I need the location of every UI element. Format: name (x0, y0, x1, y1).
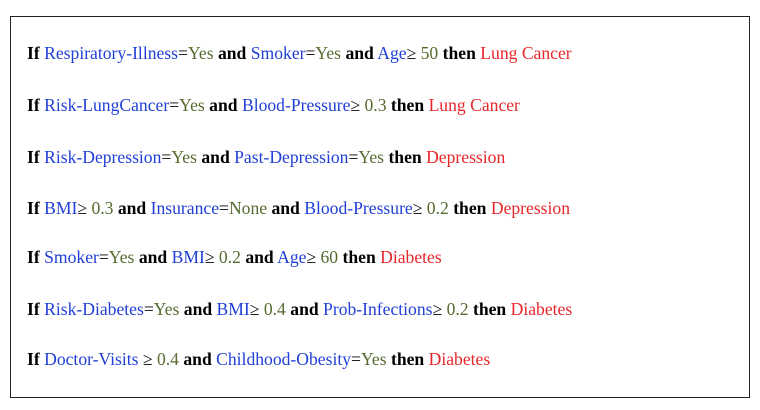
rule-attribute: Insurance (150, 198, 220, 218)
rule-keyword: then (442, 43, 476, 63)
rule-operator: = (161, 147, 172, 167)
rule-attribute: Blood-Pressure (241, 95, 351, 115)
rule-value: 0.2 (446, 299, 469, 319)
rule-operator: = (178, 43, 188, 63)
rule-operator: = (351, 349, 361, 369)
rule-operator: ≥ (138, 349, 157, 369)
rule-attribute: Prob-Infections (323, 299, 433, 319)
rule-value: 50 (420, 43, 439, 63)
rule-keyword: and (245, 247, 274, 267)
rule-operator: ≥ (406, 43, 421, 63)
rule-operator: ≥ (77, 198, 92, 218)
rule-outcome: Diabetes (510, 299, 573, 319)
rule-keyword: If (27, 299, 40, 319)
rule-operator: = (98, 247, 109, 267)
rule-attribute: Risk-Depression (44, 147, 162, 167)
rule-keyword: then (390, 349, 425, 369)
rule-attribute: Smoker (250, 43, 306, 63)
rule-outcome: Diabetes (428, 349, 491, 369)
rule-keyword: then (472, 299, 507, 319)
rule-operator: = (169, 95, 180, 115)
rule-operator: ≥ (204, 247, 219, 267)
rule-operator: ≥ (306, 247, 321, 267)
rule-keyword: If (27, 198, 40, 218)
rule-line: If Doctor-Visits ≥ 0.4 and Childhood-Obe… (27, 349, 490, 370)
rule-line: If Respiratory-Illness=Yes and Smoker=Ye… (27, 43, 572, 64)
rule-attribute: Risk-Diabetes (44, 299, 144, 319)
rule-keyword: and (209, 95, 238, 115)
rule-line: If Risk-Depression=Yes and Past-Depressi… (27, 147, 505, 168)
rule-operator: = (348, 147, 359, 167)
rule-value: 0.4 (156, 349, 179, 369)
rule-keyword: If (27, 147, 40, 167)
rule-keyword: and (271, 198, 300, 218)
rule-value: Yes (358, 147, 385, 167)
rule-operator: = (143, 299, 154, 319)
rule-attribute: BMI (171, 247, 205, 267)
rule-value: Yes (315, 43, 342, 63)
rule-operator: ≥ (432, 299, 447, 319)
rule-attribute: Age (377, 43, 407, 63)
rule-attribute: Age (277, 247, 307, 267)
rule-operator: = (219, 198, 229, 218)
rule-value: 0.3 (364, 95, 387, 115)
rule-value: 0.3 (91, 198, 114, 218)
rule-keyword: and (345, 43, 374, 63)
rule-value: Yes (360, 349, 387, 369)
rule-value: Yes (108, 247, 135, 267)
rule-keyword: and (183, 349, 212, 369)
rule-keyword: and (201, 147, 230, 167)
rule-attribute: Past-Depression (234, 147, 349, 167)
rule-line: If Risk-LungCancer=Yes and Blood-Pressur… (27, 95, 520, 116)
rule-attribute: Blood-Pressure (304, 198, 413, 218)
rule-outcome: Lung Cancer (428, 95, 520, 115)
rule-keyword: and (290, 299, 319, 319)
rule-outcome: Lung Cancer (480, 43, 572, 63)
rule-attribute: Risk-LungCancer (44, 95, 170, 115)
rule-attribute: Smoker (44, 247, 99, 267)
rule-operator: ≥ (412, 198, 427, 218)
rule-line: If BMI≥ 0.3 and Insurance=None and Blood… (27, 198, 570, 219)
rule-value: 0.2 (218, 247, 241, 267)
rule-operator: ≥ (249, 299, 264, 319)
rule-keyword: and (183, 299, 213, 319)
rule-operator: ≥ (350, 95, 365, 115)
rules-box: If Respiratory-Illness=Yes and Smoker=Ye… (10, 16, 750, 398)
rule-value: Yes (153, 299, 180, 319)
rule-keyword: then (342, 247, 376, 267)
rule-attribute: Respiratory-Illness (44, 43, 179, 63)
rule-keyword: If (27, 43, 40, 63)
rule-keyword: If (27, 247, 40, 267)
rule-keyword: and (217, 43, 247, 63)
rule-outcome: Depression (426, 147, 506, 167)
rule-value: 0.4 (263, 299, 286, 319)
rule-outcome: Depression (490, 198, 571, 218)
rule-line: If Smoker=Yes and BMI≥ 0.2 and Age≥ 60 t… (27, 247, 442, 268)
rule-value: Yes (179, 95, 205, 115)
rule-attribute: Doctor-Visits (44, 349, 139, 369)
rule-keyword: and (138, 247, 168, 267)
rule-attribute: BMI (44, 198, 78, 218)
rule-outcome: Diabetes (380, 247, 442, 267)
rule-keyword: then (388, 147, 422, 167)
rule-keyword: and (117, 198, 147, 218)
rule-value: Yes (187, 43, 214, 63)
rule-value: Yes (171, 147, 197, 167)
rule-keyword: If (27, 349, 40, 369)
rule-line: If Risk-Diabetes=Yes and BMI≥ 0.4 and Pr… (27, 299, 572, 320)
rule-keyword: then (453, 198, 487, 218)
rule-value: 0.2 (426, 198, 449, 218)
rule-keyword: If (27, 95, 40, 115)
rule-operator: = (305, 43, 316, 63)
rule-attribute: BMI (216, 299, 250, 319)
rule-keyword: then (390, 95, 425, 115)
rule-value: 60 (320, 247, 339, 267)
rule-value: None (228, 198, 268, 218)
rule-attribute: Childhood-Obesity (216, 349, 352, 369)
